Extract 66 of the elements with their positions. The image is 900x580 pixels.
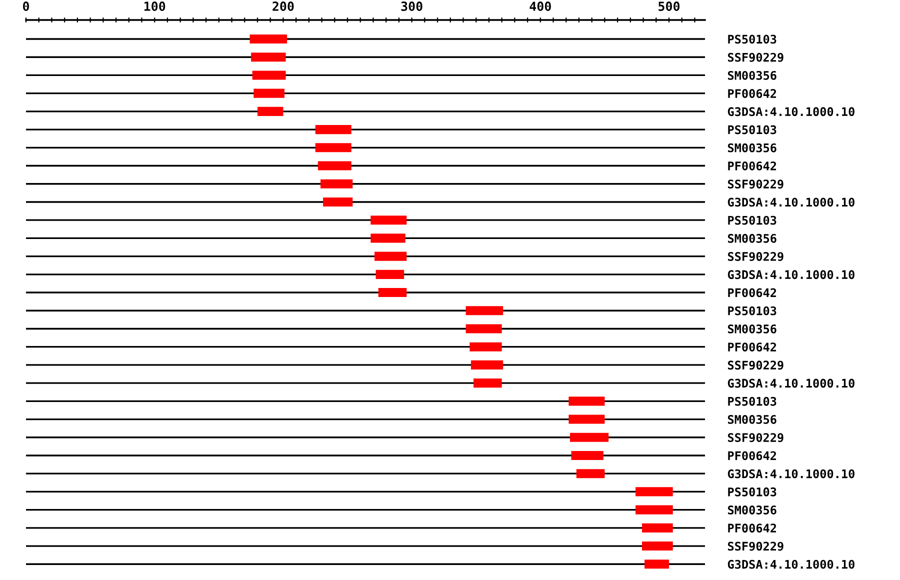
bar	[466, 324, 502, 334]
bar	[370, 234, 406, 243]
y-tick-label: PS50103	[728, 306, 776, 316]
x-tick-label: 500	[658, 2, 680, 11]
bar	[470, 342, 502, 352]
y-tick-label: PS50103	[728, 34, 776, 44]
y-tick-label: PS50103	[728, 125, 776, 134]
bar	[378, 288, 407, 298]
y-tick-label: SM00356	[728, 506, 776, 514]
bar	[370, 216, 407, 225]
y-tick-label: PF00642	[728, 342, 776, 352]
bar	[251, 52, 286, 62]
bar	[257, 106, 284, 116]
y-tick-label: PF00642	[728, 161, 776, 170]
y-tick-label: SM00356	[728, 414, 776, 424]
x-tick-label: 300	[401, 2, 422, 11]
y-tick-label: G3DSA:4.10.1000.10	[728, 378, 854, 388]
y-tick-label: SSF90229	[728, 542, 784, 551]
y-tick-label: G3DSA:4.10.1000.10	[728, 560, 854, 569]
y-tick-label: PF00642	[728, 89, 776, 98]
y-tick-label: PF00642	[728, 524, 776, 533]
y-tick-label: PS50103	[728, 216, 776, 225]
bar	[320, 179, 353, 188]
bar	[576, 469, 605, 478]
bar	[376, 270, 404, 279]
bar	[642, 542, 673, 551]
y-tick-label: SSF90229	[728, 433, 784, 442]
y-tick-label: PS50103	[728, 487, 776, 496]
y-tick-label: SSF90229	[728, 360, 784, 370]
y-tick-label: SSF90229	[728, 252, 784, 262]
bar	[642, 523, 673, 532]
bar	[474, 378, 502, 388]
y-tick-label: PF00642	[728, 288, 776, 298]
bar	[252, 70, 286, 80]
bar	[466, 306, 504, 316]
bar	[323, 197, 353, 207]
y-tick-label: PS50103	[728, 396, 776, 406]
y-tick-label: G3DSA:4.10.1000.10	[728, 107, 854, 116]
bar	[570, 432, 609, 442]
y-tick-label: SM00356	[728, 234, 776, 243]
bar	[568, 396, 605, 406]
bar	[315, 143, 352, 152]
bar	[568, 414, 605, 424]
bar	[254, 88, 284, 98]
y-tick-label: SM00356	[728, 70, 776, 80]
bar	[636, 505, 673, 514]
y-tick-label: SSF90229	[728, 180, 784, 189]
bar	[571, 450, 604, 460]
x-tick-label: 400	[530, 2, 551, 11]
y-tick-label: G3DSA:4.10.1000.10	[728, 198, 854, 207]
bar	[470, 360, 504, 370]
bar	[318, 161, 352, 170]
bar	[644, 560, 669, 569]
y-tick-label: SSF90229	[728, 52, 784, 62]
bar	[374, 252, 407, 261]
x-tick-label: 0	[22, 2, 30, 11]
y-tick-label: SM00356	[728, 143, 776, 152]
bar	[250, 34, 288, 44]
x-tick-label: 200	[272, 2, 294, 11]
bar	[636, 487, 673, 496]
y-tick-label: SM00356	[728, 324, 776, 334]
bar	[315, 125, 352, 134]
x-tick-label: 100	[144, 2, 166, 11]
y-tick-label: G3DSA:4.10.1000.10	[728, 469, 854, 478]
y-tick-label: PF00642	[728, 451, 776, 460]
y-tick-label: G3DSA:4.10.1000.10	[728, 270, 854, 280]
